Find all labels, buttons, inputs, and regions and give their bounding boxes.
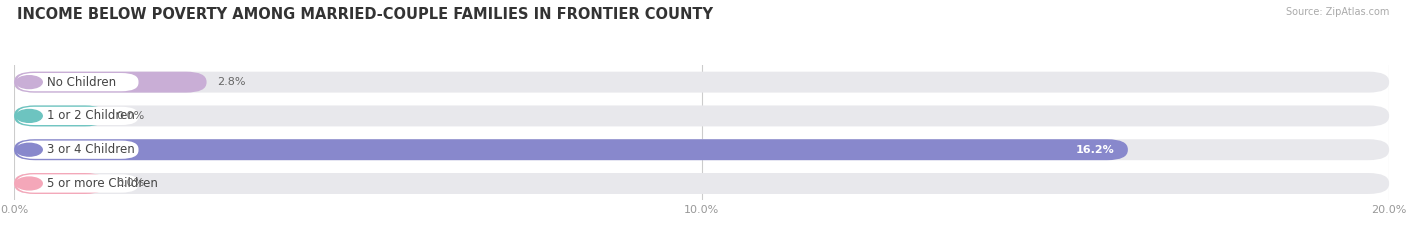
Text: 16.2%: 16.2% — [1076, 145, 1114, 155]
FancyBboxPatch shape — [14, 72, 1389, 93]
Text: No Children: No Children — [46, 76, 117, 89]
FancyBboxPatch shape — [14, 139, 1389, 160]
Text: 1 or 2 Children: 1 or 2 Children — [46, 110, 135, 122]
FancyBboxPatch shape — [14, 173, 105, 194]
Circle shape — [15, 76, 42, 89]
FancyBboxPatch shape — [14, 106, 1389, 126]
Text: 3 or 4 Children: 3 or 4 Children — [46, 143, 135, 156]
FancyBboxPatch shape — [14, 139, 1128, 160]
FancyBboxPatch shape — [17, 73, 139, 91]
Text: 2.8%: 2.8% — [217, 77, 246, 87]
FancyBboxPatch shape — [17, 140, 139, 159]
FancyBboxPatch shape — [17, 174, 139, 193]
FancyBboxPatch shape — [14, 173, 1389, 194]
FancyBboxPatch shape — [14, 106, 105, 126]
Circle shape — [15, 143, 42, 156]
Circle shape — [15, 177, 42, 190]
Text: 5 or more Children: 5 or more Children — [46, 177, 157, 190]
Text: INCOME BELOW POVERTY AMONG MARRIED-COUPLE FAMILIES IN FRONTIER COUNTY: INCOME BELOW POVERTY AMONG MARRIED-COUPL… — [17, 7, 713, 22]
FancyBboxPatch shape — [14, 72, 207, 93]
Text: Source: ZipAtlas.com: Source: ZipAtlas.com — [1285, 7, 1389, 17]
Text: 0.0%: 0.0% — [115, 178, 145, 188]
Text: 0.0%: 0.0% — [115, 111, 145, 121]
Circle shape — [15, 110, 42, 122]
FancyBboxPatch shape — [17, 107, 139, 125]
